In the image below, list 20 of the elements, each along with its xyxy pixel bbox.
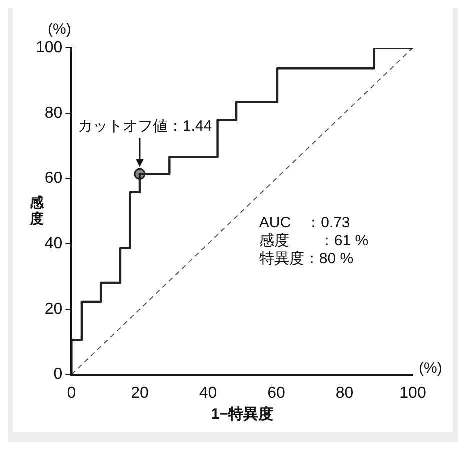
y-tick-label: 100 xyxy=(36,39,63,56)
annotation: 感度 ：61 % xyxy=(259,232,369,250)
y-axis-title: 感度 xyxy=(29,194,45,226)
y-tick-label: 60 xyxy=(44,170,63,188)
x-tick-label: 80 xyxy=(336,384,354,402)
x-tick-label: 0 xyxy=(67,384,76,402)
x-tick-label: 100 xyxy=(400,384,426,402)
y-tick-label: 80 xyxy=(44,104,63,122)
y-tick-label: 0 xyxy=(54,366,63,384)
text: (%) xyxy=(48,21,72,38)
x-tick-label: 60 xyxy=(268,384,286,402)
x-axis-title: 1−特異度 xyxy=(211,405,274,424)
y-tick-label: 40 xyxy=(44,235,63,252)
annotation: AUC ：0.73 xyxy=(259,214,350,232)
x-tick-label: 40 xyxy=(199,384,218,402)
text: (%) xyxy=(419,360,442,377)
x-tick-label: 20 xyxy=(131,384,149,402)
annotation: カットオフ値：1.44 xyxy=(78,118,212,135)
annotation: 特異度：80 % xyxy=(259,250,354,268)
y-tick-label: 20 xyxy=(44,300,63,318)
